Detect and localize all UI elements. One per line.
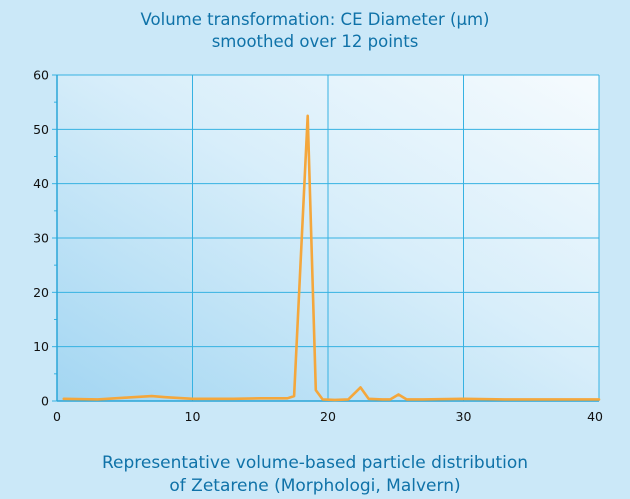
x-tick-label: 10 [185,409,201,424]
series-group [62,114,601,402]
y-tick-label: 50 [33,122,49,137]
y-tick-label: 40 [33,176,49,191]
y-tick-label: 30 [33,231,49,246]
gridlines [57,74,600,401]
chart-title: Volume transformation: CE Diameter (µm) [140,10,490,29]
x-tick-label: 40 [587,409,603,424]
caption-line-1: Representative volume-based particle dis… [101,453,529,473]
y-tick-label: 20 [33,285,49,300]
y-tick-label: 0 [41,394,49,409]
series-line-0 [62,114,601,402]
axes [52,74,599,402]
y-tick-label: 60 [33,68,49,83]
tick-labels: 0 10 20 30 40 50 60 0 10 20 30 40 [33,68,603,425]
chart-subtitle: smoothed over 12 points [211,32,419,51]
y-tick-label: 10 [33,339,49,354]
x-tick-label: 0 [53,409,61,424]
caption-line-2: of Zetarene (Morphologi, Malvern) [169,476,461,496]
x-tick-label: 30 [456,409,472,424]
x-tick-label: 20 [320,409,336,424]
